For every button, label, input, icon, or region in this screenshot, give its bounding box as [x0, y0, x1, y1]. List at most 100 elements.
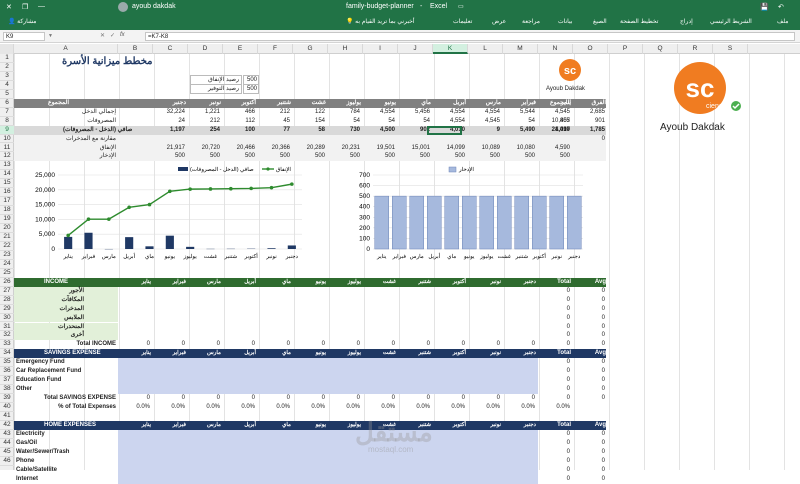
summary-cell[interactable]: 212 [258, 108, 290, 116]
initial-savings-value[interactable]: 500 [243, 84, 259, 94]
summary-cell[interactable]: 4,545 [468, 117, 500, 125]
row-header-34[interactable]: 34 [0, 349, 14, 358]
enter-icon[interactable]: ✓ [110, 32, 115, 39]
income-total-cell[interactable]: 0 [538, 287, 570, 295]
summary-cell[interactable]: 10,089 [468, 144, 500, 152]
summary-cell[interactable]: 254 [188, 126, 220, 134]
row-header-15[interactable]: 15 [0, 179, 14, 188]
column-header-e[interactable]: E [223, 44, 258, 54]
savings-pct-cell[interactable]: 0.0% [293, 403, 325, 411]
home-avg-cell[interactable]: 0 [573, 439, 605, 447]
row-header-12[interactable]: 12 [0, 152, 14, 161]
row-header-27[interactable]: 27 [0, 287, 14, 296]
summary-diff-cell[interactable]: 901 [573, 117, 605, 125]
row-header-21[interactable]: 21 [0, 233, 14, 242]
name-box[interactable]: K9 [3, 32, 45, 41]
income-total-row-cell[interactable]: 0 [468, 340, 500, 348]
income-total-row-cell[interactable]: 0 [258, 340, 290, 348]
summary-cell[interactable]: 500 [223, 152, 255, 160]
income-total-cell[interactable]: 0 [538, 331, 570, 339]
column-header-i[interactable]: I [363, 44, 398, 54]
savings-pct-cell[interactable]: 0.0% [153, 403, 185, 411]
home-total-cell[interactable]: 0 [538, 448, 570, 456]
income-total-cell[interactable]: 0 [538, 296, 570, 304]
row-header-19[interactable]: 19 [0, 215, 14, 224]
summary-cell[interactable]: 77 [258, 126, 290, 134]
summary-cell[interactable]: 1,197 [153, 126, 185, 134]
summary-diff-cell[interactable]: 0 [573, 135, 605, 143]
summary-cell[interactable]: 500 [503, 152, 535, 160]
summary-cell[interactable]: 19,501 [363, 144, 395, 152]
income-avg-cell[interactable]: 0 [573, 323, 605, 331]
summary-cell[interactable]: 4,554 [363, 108, 395, 116]
minimize-icon[interactable]: — [38, 3, 45, 10]
summary-cell[interactable]: 9 [468, 126, 500, 134]
tab-formulas[interactable]: الصيغ [593, 18, 607, 25]
summary-cell[interactable]: 14,099 [433, 144, 465, 152]
column-header-j[interactable]: J [398, 44, 433, 54]
select-all-corner[interactable] [0, 44, 14, 54]
summary-cell[interactable]: 500 [398, 152, 430, 160]
savings-total-row-cell[interactable]: 0 [188, 394, 220, 402]
summary-cell[interactable]: 500 [153, 152, 185, 160]
tab-review[interactable]: مراجعة [522, 18, 540, 25]
summary-cell[interactable]: 212 [188, 117, 220, 125]
savings-total-cell[interactable]: 0 [538, 367, 570, 375]
income-total-row-cell[interactable]: 0 [398, 340, 430, 348]
summary-diff-cell[interactable]: 1,785 [573, 126, 605, 134]
column-header-s[interactable]: S [713, 44, 748, 54]
income-avg-cell[interactable]: 0 [573, 296, 605, 304]
income-total-row-cell[interactable]: 0 [363, 340, 395, 348]
income-avg-cell[interactable]: 0 [573, 314, 605, 322]
row-header-42[interactable]: 42 [0, 421, 14, 430]
summary-cell[interactable]: 20,231 [328, 144, 360, 152]
column-header-b[interactable]: B [118, 44, 153, 54]
row-header-5[interactable]: 5 [0, 90, 14, 99]
summary-cell[interactable]: 500 [293, 152, 325, 160]
row-header-2[interactable]: 2 [0, 63, 14, 72]
row-header-13[interactable]: 13 [0, 161, 14, 170]
savings-pct-cell[interactable]: 0.0% [538, 403, 570, 411]
savings-avg-cell[interactable]: 0 [573, 376, 605, 384]
row-header-14[interactable]: 14 [0, 170, 14, 179]
save-icon[interactable]: 💾 [760, 3, 769, 11]
savings-total-row-cell[interactable]: 0 [223, 394, 255, 402]
row-header-43[interactable]: 43 [0, 430, 14, 439]
summary-cell[interactable]: 4,554 [468, 108, 500, 116]
summary-cell[interactable]: 45 [258, 117, 290, 125]
row-header-4[interactable]: 4 [0, 81, 14, 90]
home-total-cell[interactable]: 0 [538, 457, 570, 465]
summary-cell[interactable]: 466 [223, 108, 255, 116]
tab-page-layout[interactable]: تخطيط الصفحة [620, 18, 658, 25]
summary-cell[interactable]: 54 [503, 117, 535, 125]
row-header-3[interactable]: 3 [0, 72, 14, 81]
tab-view[interactable]: عرض [492, 18, 506, 25]
savings-avg-cell[interactable]: 0 [573, 367, 605, 375]
savings-pct-cell[interactable]: 0.0% [433, 403, 465, 411]
savings-total-row-cell[interactable]: 0 [468, 394, 500, 402]
summary-cell[interactable]: 4,590 [538, 144, 570, 152]
row-header-24[interactable]: 24 [0, 260, 14, 269]
column-header-r[interactable]: R [678, 44, 713, 54]
summary-cell[interactable]: 15,001 [398, 144, 430, 152]
summary-cell[interactable]: 20,366 [258, 144, 290, 152]
savings-total-row-cell[interactable]: 0 [293, 394, 325, 402]
row-header-44[interactable]: 44 [0, 439, 14, 448]
row-header-16[interactable]: 16 [0, 188, 14, 197]
row-header-46[interactable]: 46 [0, 457, 14, 466]
row-header-6[interactable]: 6 [0, 99, 14, 108]
row-header-18[interactable]: 18 [0, 206, 14, 215]
row-header-45[interactable]: 45 [0, 448, 14, 457]
row-header-22[interactable]: 22 [0, 242, 14, 251]
income-total-row-cell[interactable]: 0 [223, 340, 255, 348]
income-total-row-cell[interactable]: 0 [503, 340, 535, 348]
summary-sum-cell[interactable]: 21,417 [538, 126, 570, 134]
row-header-23[interactable]: 23 [0, 251, 14, 260]
savings-total-row-cell[interactable]: 0 [398, 394, 430, 402]
undo-icon[interactable]: ↶ [778, 3, 784, 11]
summary-cell[interactable]: 500 [538, 152, 570, 160]
summary-cell[interactable]: 112 [223, 117, 255, 125]
row-header-9[interactable]: 9 [0, 126, 14, 135]
row-header-11[interactable]: 11 [0, 144, 14, 153]
